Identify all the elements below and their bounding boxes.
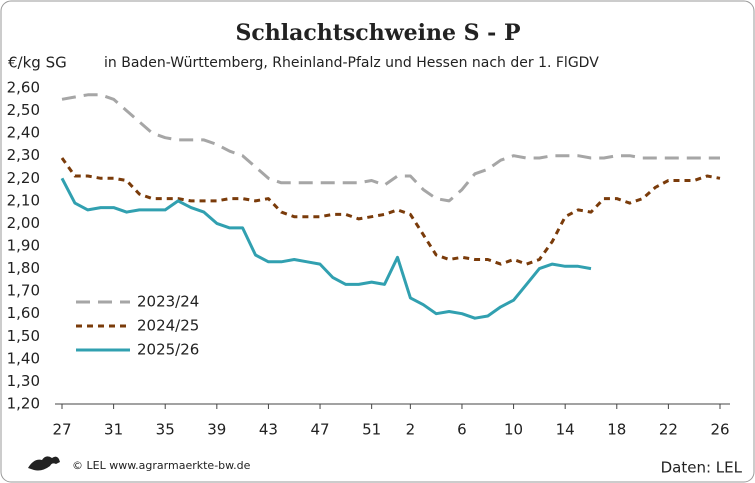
x-tick-label: 27 bbox=[52, 421, 71, 439]
series-line bbox=[60, 177, 592, 320]
y-tick-label: 2,40 bbox=[7, 124, 40, 142]
series-line bbox=[61, 93, 720, 203]
legend-label: 2025/26 bbox=[137, 341, 199, 359]
y-tick-label: 2,30 bbox=[7, 146, 40, 164]
legend-label: 2024/25 bbox=[137, 317, 199, 335]
y-tick-label: 1,80 bbox=[7, 259, 40, 277]
y-tick-label: 2,20 bbox=[7, 169, 40, 187]
y-axis-label: €/kg SG bbox=[8, 54, 67, 72]
x-tick-label: 51 bbox=[362, 421, 381, 439]
logo bbox=[28, 456, 60, 471]
y-tick-label: 1,50 bbox=[7, 327, 40, 345]
y-tick-label: 1,90 bbox=[7, 237, 40, 255]
x-tick-label: 14 bbox=[556, 421, 575, 439]
source-left: © LEL www.agrarmaerkte-bw.de bbox=[72, 459, 251, 472]
y-tick-label: 2,00 bbox=[7, 214, 40, 232]
x-tick-label: 31 bbox=[104, 421, 123, 439]
chart-subtitle: in Baden-Württemberg, Rheinland-Pfalz un… bbox=[104, 55, 599, 71]
y-tick-label: 2,50 bbox=[7, 101, 40, 119]
y-tick-label: 1,70 bbox=[7, 282, 40, 300]
x-tick-label: 35 bbox=[156, 421, 175, 439]
x-tick-label: 10 bbox=[504, 421, 523, 439]
x-tick-label: 6 bbox=[457, 421, 467, 439]
y-tick-label: 2,10 bbox=[7, 191, 40, 209]
source-right: Daten: LEL bbox=[661, 459, 743, 477]
y-tick-label: 1,40 bbox=[7, 349, 40, 367]
y-tick-label: 2,60 bbox=[7, 79, 40, 97]
y-tick-label: 1,60 bbox=[7, 304, 40, 322]
x-tick-label: 47 bbox=[310, 421, 329, 439]
y-tick-label: 1,30 bbox=[7, 372, 40, 390]
legend-label: 2023/24 bbox=[137, 293, 199, 311]
x-tick-label: 26 bbox=[710, 421, 729, 439]
chart-title: Schlachtschweine S - P bbox=[235, 20, 520, 46]
x-tick-label: 22 bbox=[659, 421, 678, 439]
x-tick-label: 18 bbox=[607, 421, 626, 439]
series-line bbox=[60, 157, 721, 266]
x-tick-label: 2 bbox=[406, 421, 416, 439]
y-tick-label: 1,20 bbox=[7, 395, 40, 413]
x-tick-label: 43 bbox=[259, 421, 278, 439]
x-tick-label: 39 bbox=[207, 421, 226, 439]
